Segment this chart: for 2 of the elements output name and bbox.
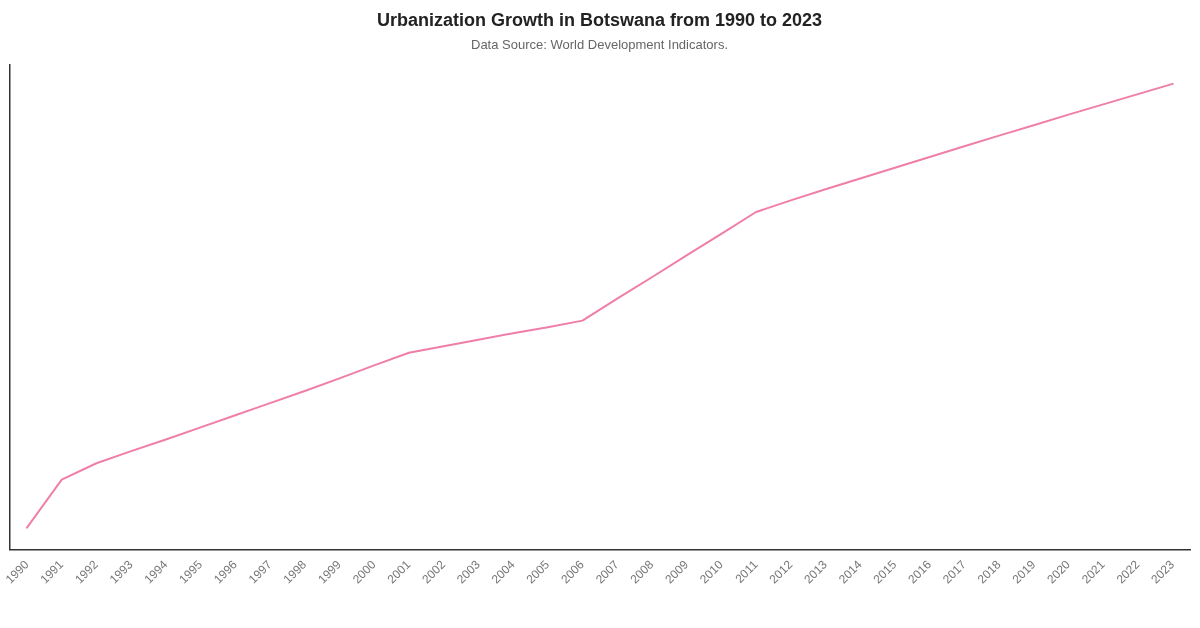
chart-subtitle: Data Source: World Development Indicators. (471, 36, 728, 52)
chart-title: Urbanization Growth in Botswana from 1990 to 2023 (376, 9, 823, 30)
